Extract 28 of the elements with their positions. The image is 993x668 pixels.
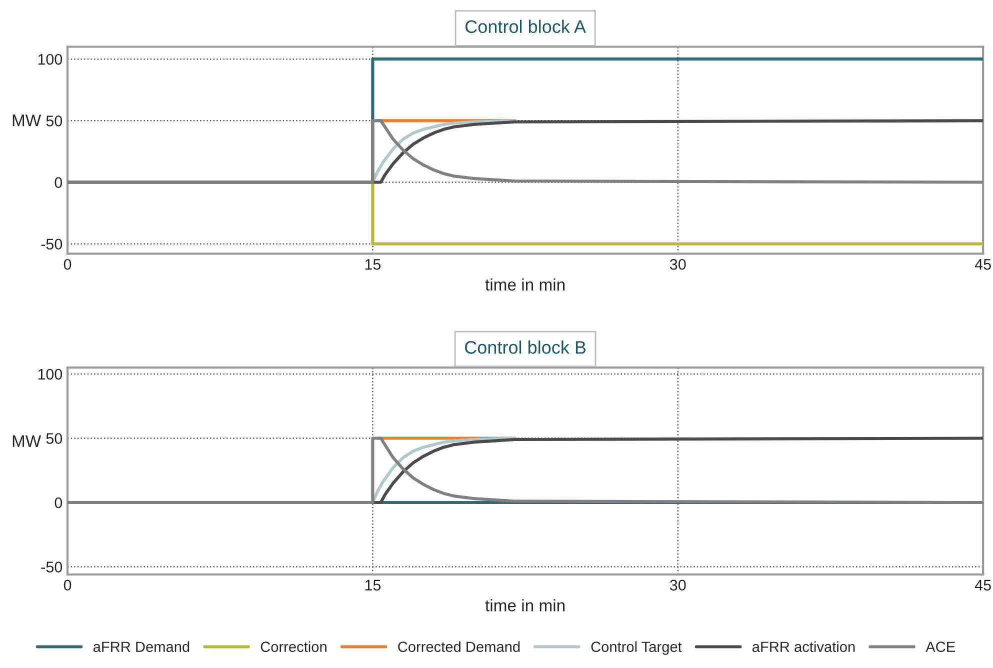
- x-tick-label: 45: [974, 580, 991, 591]
- x-tick-label: 0: [64, 258, 72, 270]
- x-tick-label: 45: [974, 259, 991, 270]
- y-tick-label: 0: [54, 497, 62, 508]
- y-tick-label: 100: [38, 368, 62, 380]
- legend-label: aFRR Demand: [93, 641, 190, 652]
- y-axis-title: MW: [12, 435, 42, 447]
- x-tick-label: 0: [64, 580, 72, 591]
- y-tick-label: 0: [54, 177, 62, 188]
- y-tick-label: -50: [41, 562, 62, 572]
- y-axis-title: MW: [12, 114, 42, 126]
- legend-label: Corrected Demand: [398, 641, 520, 652]
- y-tick-label: 50: [46, 433, 62, 444]
- x-tick-label: 15: [365, 580, 381, 591]
- x-tick-label: 30: [670, 258, 686, 270]
- x-tick-label: 15: [365, 259, 381, 270]
- x-tick-label: 30: [670, 580, 686, 591]
- x-axis-title: time in min: [485, 599, 565, 612]
- chart-title: Control block B: [465, 340, 586, 354]
- legend-label: Control Target: [591, 641, 682, 655]
- x-axis-title: time in min: [485, 278, 565, 291]
- y-tick-label: 100: [38, 54, 62, 65]
- legend-label: aFRR activation: [752, 641, 855, 652]
- legend-label: ACE: [926, 642, 955, 652]
- legend-label: Correction: [260, 641, 326, 652]
- y-tick-label: -50: [41, 238, 62, 250]
- y-tick-label: 50: [46, 116, 62, 126]
- chart-title: Control block A: [466, 20, 586, 34]
